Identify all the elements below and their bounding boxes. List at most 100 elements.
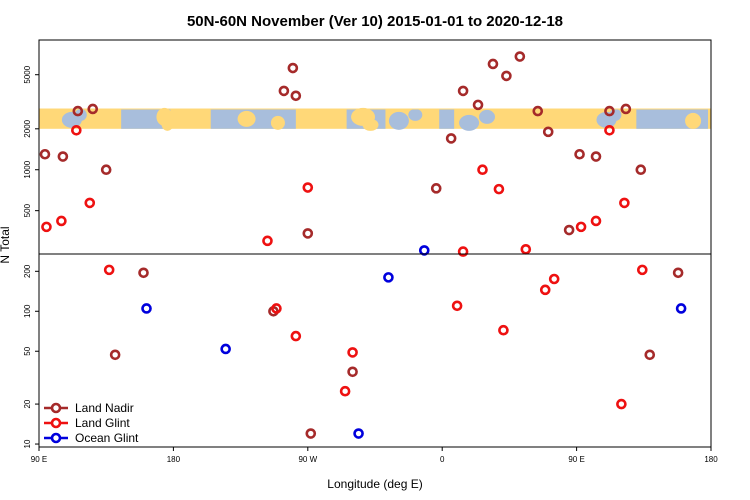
x-tick-label: 180 [704,455,718,464]
y-tick-label: 500 [23,203,32,217]
land-nadir-point [574,148,585,160]
land-nadir-point [138,267,149,279]
land-glint-point [84,197,96,209]
land-glint-point [520,243,532,255]
land-nadir-point [542,126,554,138]
land-glint-point [616,398,627,410]
x-axis-label: Longitude (deg E) [327,477,422,491]
ocean-glint-point [220,343,231,355]
x-tick-label: 0 [440,455,445,464]
land-glint-point [339,385,351,397]
map-coast-shape [459,114,480,131]
land-nadir-point [487,58,499,70]
y-tick-label: 200 [23,264,32,278]
ocean-glint-point [675,303,687,314]
land-nadir-point [109,349,121,361]
legend-marker-land-nadir [50,402,62,414]
land-nadir-point [563,224,575,236]
map-coast-shape [161,116,174,131]
land-nadir-point [501,70,512,82]
land-glint-point [71,125,82,136]
map-coast-shape [237,110,256,127]
land-nadir-point [87,103,99,115]
chart-marks [39,51,687,439]
land-glint-point [56,215,67,227]
legend-label-land-nadir: Land Nadir [75,401,134,415]
land-glint-point [271,303,282,314]
map-coast-shape [270,115,285,130]
land-nadir-point [100,164,112,176]
y-tick-label: 5000 [23,65,32,83]
land-glint-point [457,246,469,257]
legend-label-land-glint: Land Glint [75,416,130,430]
ocean-glint-point [141,303,152,314]
axes: 90 E 180 90 W 0 90 E 180 10 20 50 100 200 500 1000 20… [23,65,718,464]
ocean-glint-point [383,272,394,283]
land-nadir-point [620,103,632,115]
land-nadir-point [39,148,51,160]
land-glint-point [498,324,509,336]
x-tick-label: 90 E [31,455,47,464]
land-glint-point [451,300,463,312]
land-nadir-point [635,164,647,176]
land-glint-point [637,264,648,276]
land-glint-point [41,221,52,233]
land-glint-point [290,330,302,342]
land-nadir-point [430,183,442,194]
land-glint-point [548,273,560,285]
y-tick-label: 2000 [23,119,32,137]
land-nadir-point [457,85,469,97]
map-coast-shape [388,111,409,130]
land-nadir-point [347,366,358,378]
land-glint-point [619,197,630,209]
land-glint-point [590,215,602,227]
land-glint-point [604,125,615,136]
map-band-ocean [439,108,455,129]
y-tick-label: 10 [23,439,32,448]
land-glint-point [103,264,115,276]
x-tick-label: 90 W [298,455,317,464]
chart-title: 50N-60N November (Ver 10) 2015-01-01 to … [187,13,563,30]
map-coast-shape [685,112,702,129]
land-nadir-point [287,62,299,74]
land-glint-point [575,221,587,233]
land-glint-point [347,347,358,358]
y-tick-label: 100 [23,304,32,318]
land-glint-point [539,284,551,296]
ocean-glint-point [353,428,364,439]
legend-label-ocean-glint: Ocean Glint [75,431,139,445]
land-nadir-point [305,428,317,439]
map-coast-shape [408,108,423,121]
land-nadir-point [514,51,526,62]
legend-marker-land-glint [50,417,62,429]
map-coast-shape [362,118,379,131]
land-nadir-point [302,228,314,239]
world-map-band [39,107,711,131]
land-nadir-point [57,151,69,162]
land-nadir-point [445,133,457,144]
land-glint-point [262,235,273,247]
plot-frame [38,39,712,448]
x-tick-label: 180 [167,455,181,464]
land-nadir-point [672,267,684,279]
land-nadir-point [72,105,84,117]
y-tick-label: 50 [23,346,32,355]
y-axis-label: N Total [0,226,12,263]
y-tick-label: 20 [23,399,32,408]
land-glint-point [302,182,314,193]
land-nadir-point [472,99,484,111]
map-coast-shape [479,109,495,124]
land-glint-point [477,164,488,176]
land-nadir-point [590,151,602,162]
land-nadir-point [278,85,290,97]
land-nadir-point [644,349,656,361]
land-nadir-point [532,105,544,117]
land-glint-point [493,183,505,195]
x-tick-label: 90 E [568,455,584,464]
land-nadir-point [290,90,302,102]
land-nadir-point [604,105,615,117]
legend-marker-ocean-glint [50,432,62,444]
